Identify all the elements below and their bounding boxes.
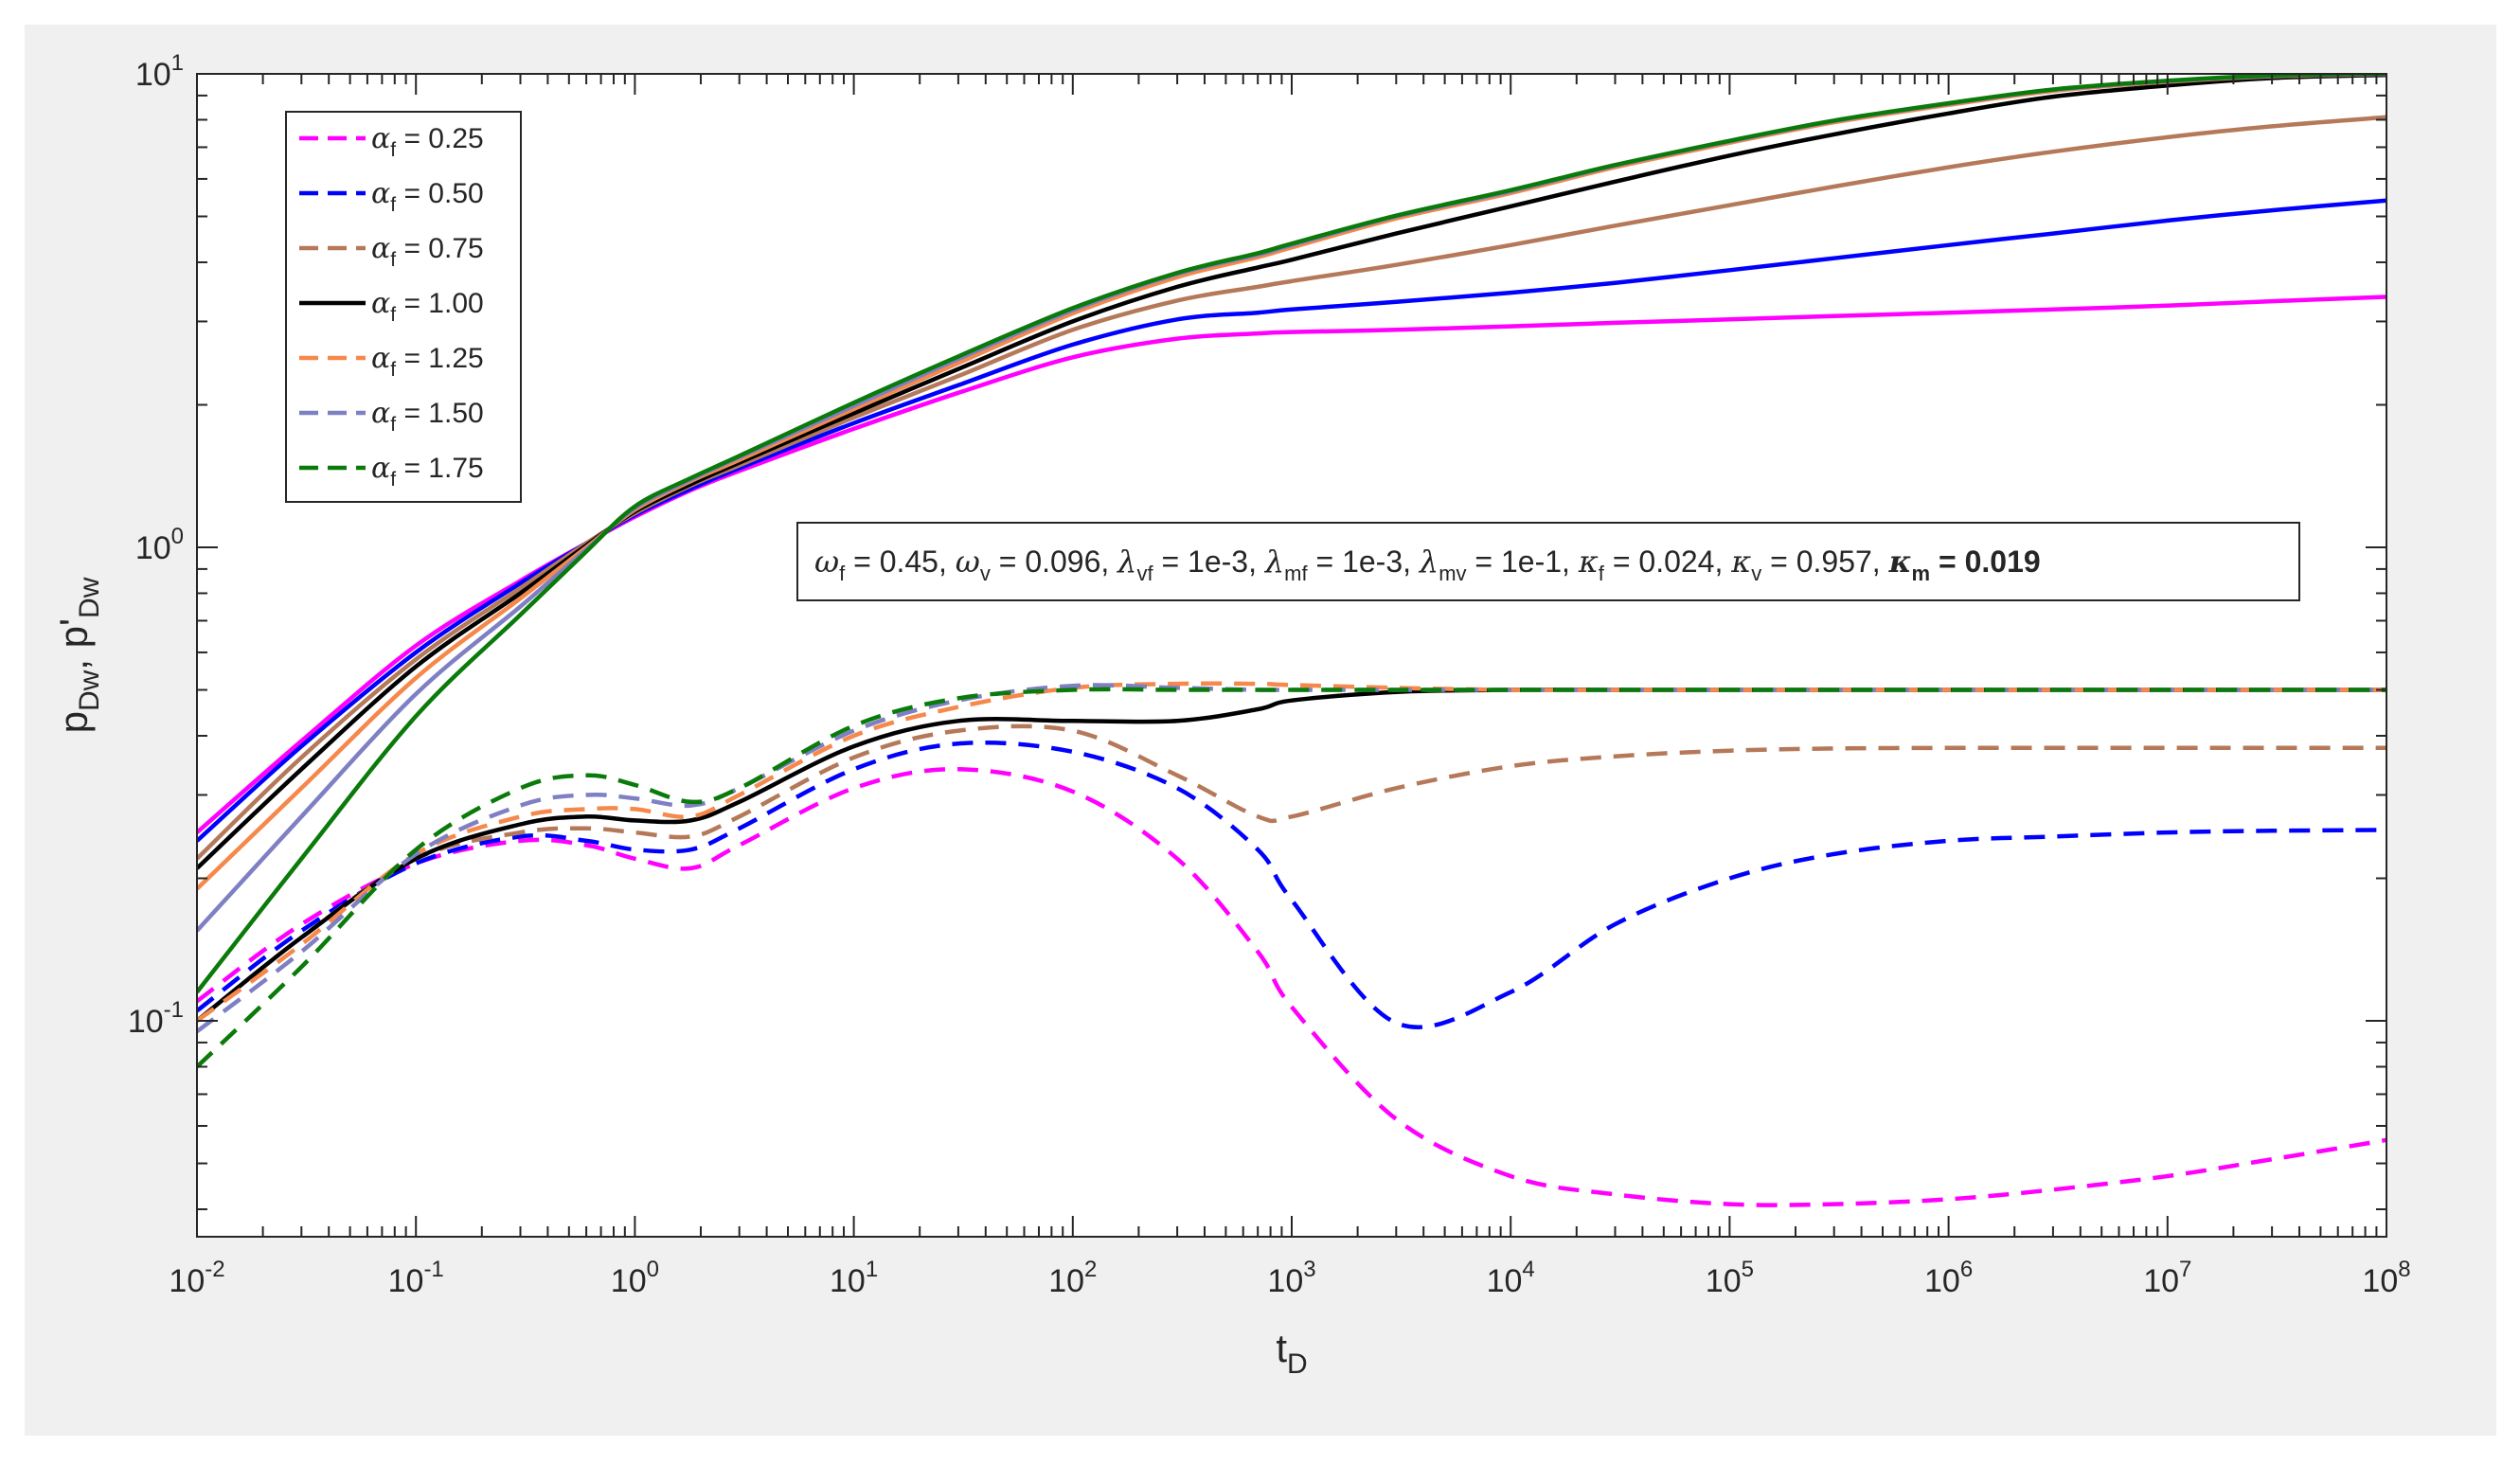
x-axis-label: tD: [1276, 1326, 1307, 1380]
series-pressure-4: [197, 74, 2386, 870]
chart-svg: 10-2 10-1 100 101 102 103 104 105 106 107 108 10-1 1…: [51, 50, 2411, 1380]
x-tick-label: 105: [1706, 1257, 1754, 1299]
legend-entry-label: αf = 1.50: [371, 397, 484, 436]
legend: αf = 0.25 αf = 0.50 αf = 0.75 αf = 1.00 αf =…: [285, 111, 522, 503]
legend-entry-label: αf = 0.50: [371, 177, 484, 216]
x-tick-label: 10-2: [169, 1257, 224, 1299]
y-tick-label: 10-1: [128, 997, 184, 1040]
legend-entry-label: αf = 0.75: [371, 232, 484, 271]
x-tick-label: 108: [2362, 1257, 2410, 1299]
series-pressure-3: [197, 115, 2386, 861]
series-derivative-3: [197, 723, 2386, 1023]
plot-area: [197, 74, 2386, 1237]
figure-background: 10-2 10-1 100 101 102 103 104 105 106 107 108 10-1 1…: [25, 25, 2496, 1436]
legend-entry-label: αf = 0.25: [371, 122, 484, 161]
y-tick-label: 100: [135, 524, 184, 566]
x-tick-label: 10-1: [388, 1257, 444, 1299]
legend-entry-label: αf = 1.75: [371, 452, 484, 491]
y-axis-label: pDw, p'Dw: [51, 577, 105, 733]
legend-frame: [285, 111, 522, 503]
x-tick-label: 104: [1487, 1257, 1535, 1299]
legend-entry-label: αf = 1.00: [371, 287, 484, 326]
x-tick-label: 107: [2143, 1257, 2191, 1299]
plot-frame: [196, 73, 2387, 1238]
x-tick-label: 103: [1267, 1257, 1315, 1299]
x-tick-label: 100: [611, 1257, 659, 1299]
series-pressure-2: [197, 198, 2386, 843]
annotation-frame: [796, 522, 2300, 601]
x-tick-label: 101: [830, 1257, 878, 1299]
series-derivative-2: [197, 740, 2386, 1029]
legend-entry-label: αf = 1.25: [371, 342, 484, 381]
x-tick-label: 106: [1924, 1257, 1973, 1299]
series-derivative-7: [197, 687, 2386, 1069]
annotation-text: ωf = 0.45, ωv = 0.096, λvf = 1e-3, λmf =…: [814, 544, 2041, 585]
x-tick-label: 102: [1048, 1257, 1097, 1299]
series-derivative-5: [197, 681, 2386, 1023]
parameter-annotation: ωf = 0.45, ωv = 0.096, λvf = 1e-3, λmf =…: [796, 522, 2300, 601]
y-tick-label: 101: [135, 50, 184, 93]
series-pressure-7: [197, 74, 2386, 994]
